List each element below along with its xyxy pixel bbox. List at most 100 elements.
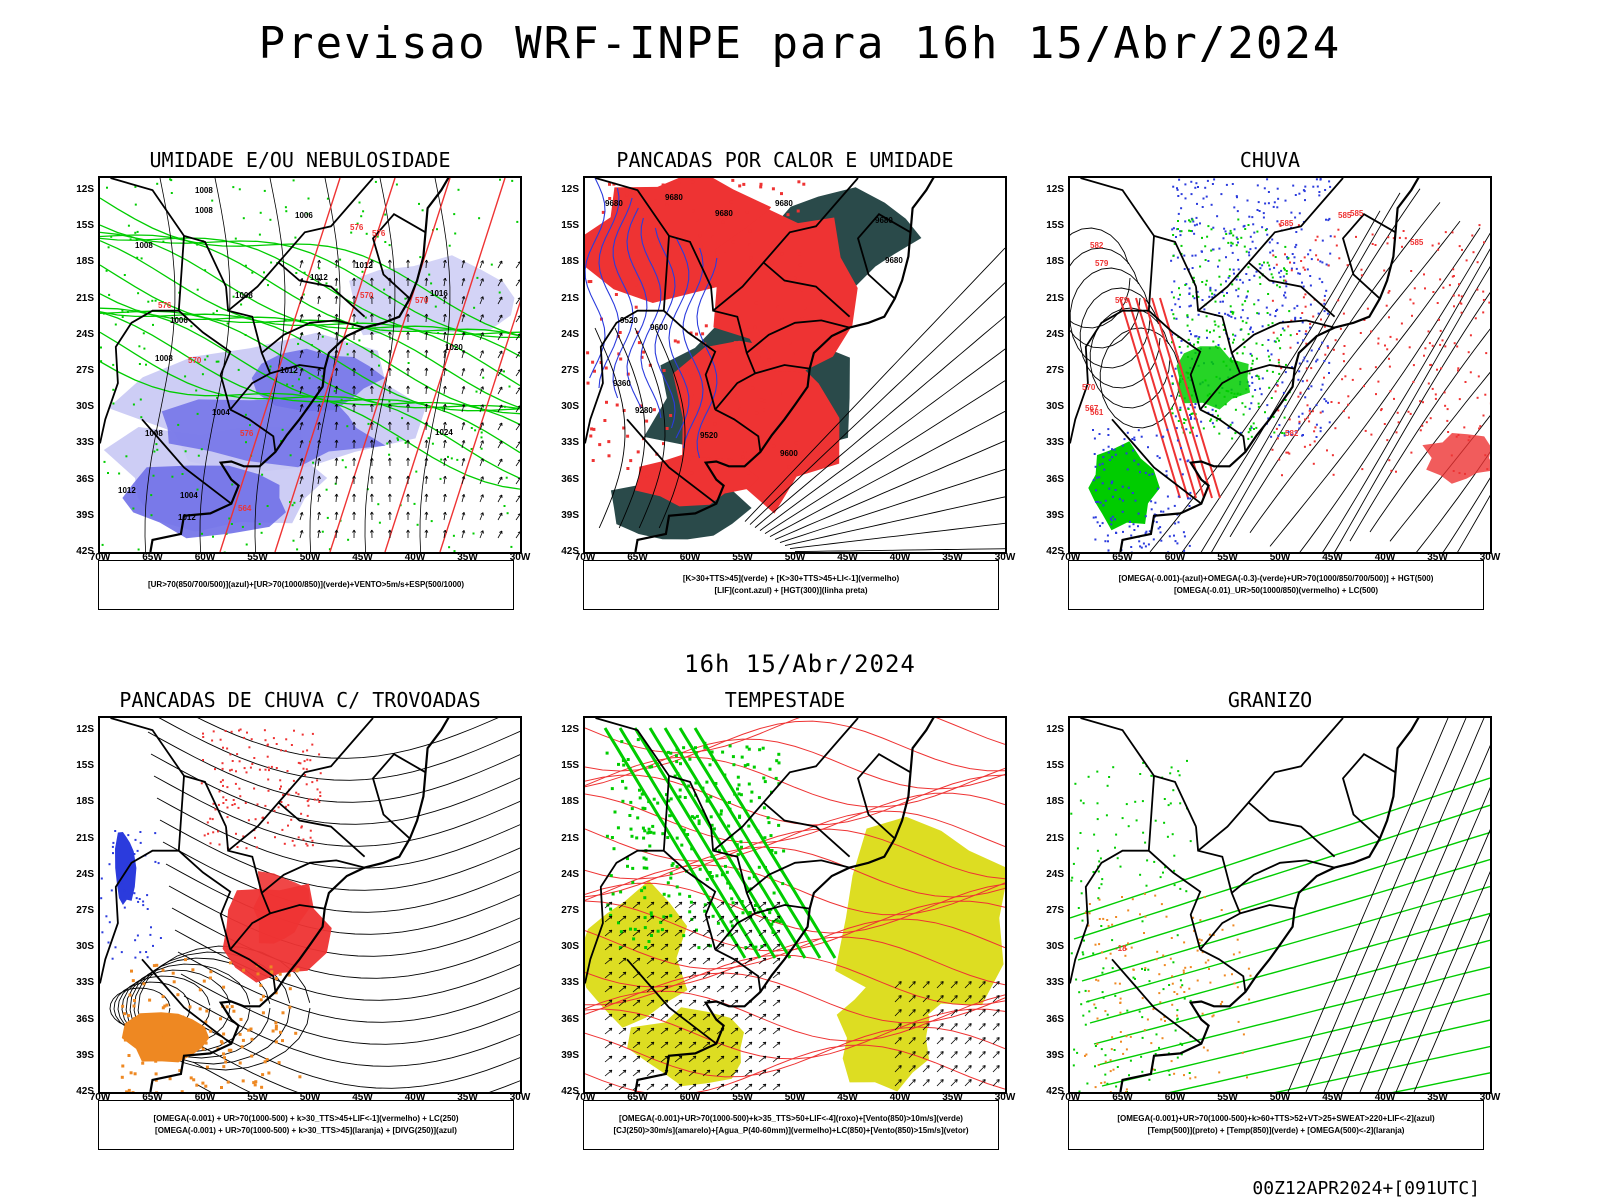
- panel-title: PANCADAS DE CHUVA C/ TROVOADAS: [119, 688, 481, 712]
- panel-title: UMIDADE E/OU NEBULOSIDADE: [149, 148, 451, 172]
- lat-tick-label: 12S: [1046, 184, 1064, 196]
- lon-tick-label: 30W: [509, 552, 531, 563]
- lon-tick-label: 35W: [457, 1092, 478, 1103]
- lat-tick-label: 42S: [561, 546, 579, 557]
- legend-line: [OMEGA(-0.001)+UR>70(1000-500)+k>35_TTS>…: [619, 1114, 963, 1123]
- lon-tick-label: 70W: [89, 1092, 111, 1103]
- lon-tick-label: 45W: [352, 1092, 373, 1103]
- lon-tick-label: 50W: [1269, 552, 1291, 563]
- lon-tick-label: 40W: [404, 552, 426, 563]
- lon-tick-label: 70W: [1059, 552, 1081, 563]
- lat-tick-label: 21S: [561, 292, 579, 304]
- lon-tick-label: 55W: [1217, 1092, 1238, 1103]
- lat-tick-label: 18S: [76, 256, 94, 268]
- contour-label: 1008: [135, 241, 153, 250]
- panel-legend: [OMEGA(-0.001) + UR>70(1000-500) + k>30_…: [98, 1100, 514, 1150]
- legend-line: [OMEGA(-0.001)-(azul)+OMEGA(-0.3)-(verde…: [1118, 574, 1434, 583]
- legend-line: [OMEGA(-0.01)_UR>50(1000/850)(vermelho) …: [1173, 586, 1379, 595]
- lat-tick-label: 24S: [76, 868, 94, 880]
- legend-line: [CJ(250)>30m/s](amarelo)+[Agua_P(40-60mm…: [613, 1126, 969, 1135]
- contour-label: 567: [1085, 404, 1099, 413]
- contour-label: 576: [350, 223, 364, 232]
- contour-label: 9680: [775, 199, 793, 208]
- lat-tick-label: 33S: [1046, 977, 1064, 989]
- contour-label: 9680: [875, 216, 893, 225]
- map-canvas: [585, 718, 1005, 1092]
- lat-tick-label: 12S: [76, 724, 94, 736]
- page-title: Previsao WRF-INPE para 16h 15/Abr/2024: [258, 18, 1342, 69]
- contour-label: 576: [240, 429, 254, 438]
- lon-tick-label: 30W: [994, 1092, 1016, 1103]
- contour-label: 576: [158, 301, 172, 310]
- lat-tick-label: 24S: [561, 328, 579, 340]
- lat-tick-label: 24S: [561, 868, 579, 880]
- contour-label: 561: [1090, 408, 1104, 417]
- lon-tick-label: 60W: [194, 552, 216, 563]
- lat-tick-label: 42S: [1046, 546, 1064, 557]
- lat-tick-label: 27S: [1046, 905, 1064, 917]
- contour-label: 585: [1338, 211, 1352, 220]
- contour-label: 9600: [650, 323, 668, 332]
- lat-tick-label: 36S: [1046, 473, 1064, 485]
- lon-tick-label: 70W: [1059, 1092, 1081, 1103]
- lon-tick-label: 55W: [1217, 552, 1238, 563]
- contour-label: 1008: [145, 429, 163, 438]
- lat-tick-label: 30S: [1046, 401, 1064, 413]
- lat-tick-label: 30S: [561, 941, 579, 953]
- map-canvas: 9680 9680 9680 9680 9680 9680 9520 9600 9360 9280…: [585, 178, 1005, 552]
- legend-line: [OMEGA(-0.001) + UR>70(1000-500) + k>30_…: [155, 1126, 457, 1135]
- lon-tick-label: 45W: [1322, 1092, 1343, 1103]
- lat-tick-label: 30S: [561, 401, 579, 413]
- lon-tick-label: 60W: [194, 1092, 216, 1103]
- panel-pancadas-trovoadas: PANCADAS DE CHUVA C/ TROVOADAS 12S 15S 18S 2…: [60, 688, 540, 1168]
- lat-tick-label: 18S: [1046, 796, 1064, 808]
- lon-tick-label: 45W: [352, 552, 373, 563]
- panel-legend: [K>30+TTS>45](verde) + [K>30+TTS>45+LI<-…: [583, 560, 999, 610]
- contour-label: -18: [1115, 944, 1127, 953]
- panel-legend: [UR>70(850/700/500)](azul)+[UR>70(1000/8…: [98, 560, 514, 610]
- lat-tick-label: 24S: [1046, 868, 1064, 880]
- lat-tick-label: 33S: [76, 437, 94, 449]
- contour-label: 570: [360, 291, 374, 300]
- lon-tick-label: 65W: [627, 552, 648, 563]
- contour-label: 1006: [170, 316, 188, 325]
- contour-label: 1024: [435, 428, 453, 437]
- panel-legend: [OMEGA(-0.001)+UR>70(1000-500)+k>60+TTS>…: [1068, 1100, 1484, 1150]
- lon-tick-label: 50W: [784, 1092, 806, 1103]
- lat-tick-label: 36S: [561, 473, 579, 485]
- panel-granizo: GRANIZO 12S 15S 18S 21S 24S 27S 30S 33S 36S 39S 42S…: [1030, 688, 1510, 1168]
- contour-label: 9360: [613, 379, 631, 388]
- contour-label: 1012: [118, 486, 136, 495]
- contour-label: 1020: [445, 343, 463, 352]
- lat-tick-label: 12S: [1046, 724, 1064, 736]
- lat-tick-label: 33S: [76, 977, 94, 989]
- lat-tick-label: 15S: [561, 760, 579, 772]
- contour-label: 570: [188, 356, 202, 365]
- lat-tick-label: 36S: [1046, 1013, 1064, 1025]
- lat-tick-label: 27S: [1046, 365, 1064, 377]
- legend-line: [OMEGA(-0.001) + UR>70(1000-500) + k>30_…: [153, 1114, 459, 1123]
- lat-tick-label: 21S: [1046, 832, 1064, 844]
- lat-tick-label: 15S: [1046, 760, 1064, 772]
- lat-tick-label: 27S: [76, 365, 94, 377]
- panel-title: GRANIZO: [1227, 688, 1313, 712]
- lon-tick-label: 50W: [299, 1092, 321, 1103]
- lat-tick-label: 33S: [561, 437, 579, 449]
- lat-tick-label: 30S: [76, 941, 94, 953]
- lat-tick-label: 24S: [1046, 328, 1064, 340]
- lon-tick-label: 40W: [404, 1092, 426, 1103]
- lon-tick-label: 50W: [1269, 1092, 1291, 1103]
- lat-tick-label: 36S: [76, 473, 94, 485]
- contour-label: 1008: [195, 186, 213, 195]
- lon-tick-label: 45W: [1322, 552, 1343, 563]
- lat-tick-label: 30S: [76, 401, 94, 413]
- run-timestamp: 00Z12APR2024+[091UTC]: [1252, 1178, 1480, 1199]
- panel-legend: [OMEGA(-0.001)-(azul)+OMEGA(-0.3)-(verde…: [1068, 560, 1484, 610]
- lat-tick-label: 21S: [76, 292, 94, 304]
- lon-tick-label: 30W: [1479, 552, 1501, 563]
- lon-tick-label: 60W: [1164, 1092, 1186, 1103]
- lon-tick-label: 60W: [1164, 552, 1186, 563]
- panel-chuva: CHUVA 12S 15S 18S 21S 24S 27S 30S 33S 36S 39S 42S 70…: [1030, 148, 1510, 628]
- contour-label: 1008: [195, 206, 213, 215]
- contour-label: 1008: [155, 354, 173, 363]
